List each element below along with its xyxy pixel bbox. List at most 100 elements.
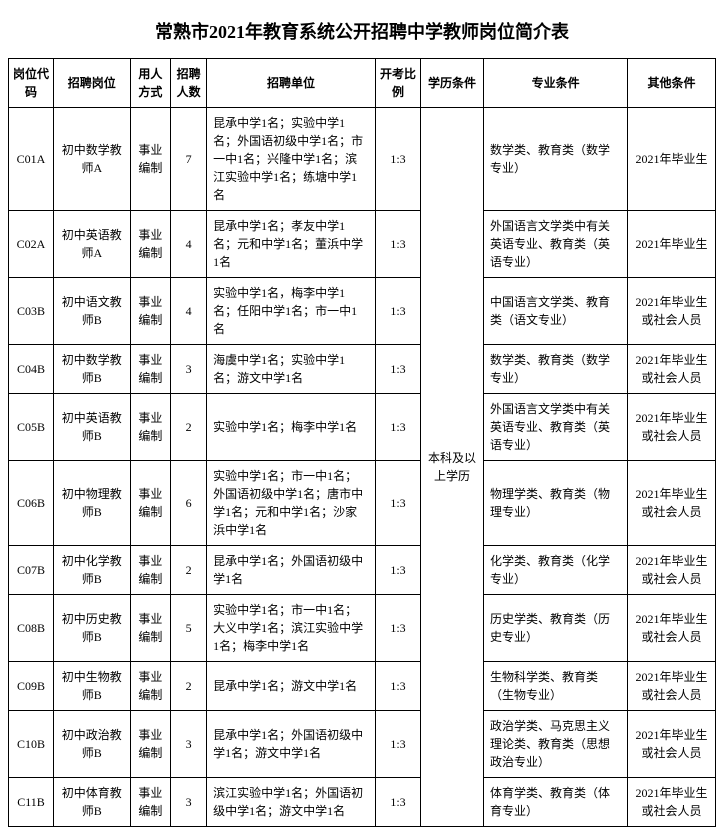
cell-code: C03B xyxy=(9,278,54,345)
table-row: C02A初中英语教师A事业编制4昆承中学1名；孝友中学1名；元和中学1名；董浜中… xyxy=(9,211,716,278)
cell-count: 2 xyxy=(171,546,207,595)
cell-position: 初中化学教师B xyxy=(54,546,131,595)
cell-major: 政治学类、马克思主义理论类、教育类（思想政治专业） xyxy=(484,711,628,778)
cell-unit: 昆承中学1名；外国语初级中学1名；游文中学1名 xyxy=(207,711,376,778)
table-row: C04B初中数学教师B事业编制3海虞中学1名；实验中学1名；游文中学1名1:3数… xyxy=(9,345,716,394)
cell-unit: 实验中学1名；市一中1名；大义中学1名；滨江实验中学1名；梅李中学1名 xyxy=(207,595,376,662)
cell-count: 6 xyxy=(171,461,207,546)
cell-code: C10B xyxy=(9,711,54,778)
cell-other: 2021年毕业生或社会人员 xyxy=(628,546,716,595)
cell-other: 2021年毕业生或社会人员 xyxy=(628,595,716,662)
cell-unit: 昆承中学1名；实验中学1名；外国语初级中学1名；市一中1名；兴隆中学1名；滨江实… xyxy=(207,108,376,211)
cell-major: 中国语言文学类、教育类（语文专业） xyxy=(484,278,628,345)
cell-unit: 昆承中学1名；孝友中学1名；元和中学1名；董浜中学1名 xyxy=(207,211,376,278)
cell-major: 化学类、教育类（化学专业） xyxy=(484,546,628,595)
cell-major: 生物科学类、教育类（生物专业） xyxy=(484,662,628,711)
cell-unit: 实验中学1名；市一中1名；外国语初级中学1名；唐市中学1名；元和中学1名；沙家浜… xyxy=(207,461,376,546)
table-row: C01A初中数学教师A事业编制7昆承中学1名；实验中学1名；外国语初级中学1名；… xyxy=(9,108,716,211)
cell-major: 外国语言文学类中有关英语专业、教育类（英语专业） xyxy=(484,211,628,278)
cell-code: C05B xyxy=(9,394,54,461)
cell-position: 初中语文教师B xyxy=(54,278,131,345)
cell-unit: 实验中学1名，梅李中学1名；任阳中学1名；市一中1名 xyxy=(207,278,376,345)
header-ratio: 开考比例 xyxy=(375,59,420,108)
cell-method: 事业编制 xyxy=(130,662,171,711)
table-body: C01A初中数学教师A事业编制7昆承中学1名；实验中学1名；外国语初级中学1名；… xyxy=(9,108,716,827)
cell-position: 初中物理教师B xyxy=(54,461,131,546)
cell-method: 事业编制 xyxy=(130,546,171,595)
cell-position: 初中数学教师B xyxy=(54,345,131,394)
header-other: 其他条件 xyxy=(628,59,716,108)
table-row: C03B初中语文教师B事业编制4实验中学1名，梅李中学1名；任阳中学1名；市一中… xyxy=(9,278,716,345)
cell-count: 3 xyxy=(171,778,207,827)
cell-position: 初中生物教师B xyxy=(54,662,131,711)
cell-other: 2021年毕业生或社会人员 xyxy=(628,778,716,827)
cell-count: 5 xyxy=(171,595,207,662)
cell-major: 物理学类、教育类（物理专业） xyxy=(484,461,628,546)
cell-code: C06B xyxy=(9,461,54,546)
cell-count: 4 xyxy=(171,278,207,345)
cell-count: 2 xyxy=(171,662,207,711)
table-row: C07B初中化学教师B事业编制2昆承中学1名；外国语初级中学1名1:3化学类、教… xyxy=(9,546,716,595)
cell-other: 2021年毕业生 xyxy=(628,211,716,278)
cell-method: 事业编制 xyxy=(130,461,171,546)
cell-ratio: 1:3 xyxy=(375,711,420,778)
cell-ratio: 1:3 xyxy=(375,546,420,595)
cell-ratio: 1:3 xyxy=(375,394,420,461)
cell-method: 事业编制 xyxy=(130,778,171,827)
cell-ratio: 1:3 xyxy=(375,211,420,278)
cell-unit: 海虞中学1名；实验中学1名；游文中学1名 xyxy=(207,345,376,394)
cell-code: C01A xyxy=(9,108,54,211)
cell-unit: 实验中学1名；梅李中学1名 xyxy=(207,394,376,461)
recruitment-table: 岗位代码 招聘岗位 用人方式 招聘人数 招聘单位 开考比例 学历条件 专业条件 … xyxy=(8,58,716,827)
cell-major: 外国语言文学类中有关英语专业、教育类（英语专业） xyxy=(484,394,628,461)
cell-ratio: 1:3 xyxy=(375,345,420,394)
cell-position: 初中体育教师B xyxy=(54,778,131,827)
cell-count: 3 xyxy=(171,711,207,778)
header-unit: 招聘单位 xyxy=(207,59,376,108)
table-row: C10B初中政治教师B事业编制3昆承中学1名；外国语初级中学1名；游文中学1名1… xyxy=(9,711,716,778)
cell-other: 2021年毕业生或社会人员 xyxy=(628,394,716,461)
cell-ratio: 1:3 xyxy=(375,662,420,711)
page-title: 常熟市2021年教育系统公开招聘中学教师岗位简介表 xyxy=(8,8,716,58)
cell-method: 事业编制 xyxy=(130,711,171,778)
cell-code: C07B xyxy=(9,546,54,595)
header-method: 用人方式 xyxy=(130,59,171,108)
cell-other: 2021年毕业生 xyxy=(628,108,716,211)
cell-count: 3 xyxy=(171,345,207,394)
cell-other: 2021年毕业生或社会人员 xyxy=(628,711,716,778)
cell-ratio: 1:3 xyxy=(375,461,420,546)
cell-method: 事业编制 xyxy=(130,108,171,211)
cell-other: 2021年毕业生或社会人员 xyxy=(628,461,716,546)
header-count: 招聘人数 xyxy=(171,59,207,108)
cell-method: 事业编制 xyxy=(130,345,171,394)
cell-code: C02A xyxy=(9,211,54,278)
cell-method: 事业编制 xyxy=(130,278,171,345)
cell-count: 7 xyxy=(171,108,207,211)
cell-edu-merged: 本科及以上学历 xyxy=(421,108,484,827)
header-major: 专业条件 xyxy=(484,59,628,108)
header-position: 招聘岗位 xyxy=(54,59,131,108)
cell-count: 2 xyxy=(171,394,207,461)
cell-method: 事业编制 xyxy=(130,211,171,278)
cell-position: 初中英语教师B xyxy=(54,394,131,461)
cell-major: 数学类、教育类（数学专业） xyxy=(484,345,628,394)
cell-ratio: 1:3 xyxy=(375,278,420,345)
cell-count: 4 xyxy=(171,211,207,278)
header-code: 岗位代码 xyxy=(9,59,54,108)
cell-ratio: 1:3 xyxy=(375,595,420,662)
cell-unit: 昆承中学1名；游文中学1名 xyxy=(207,662,376,711)
cell-ratio: 1:3 xyxy=(375,108,420,211)
cell-position: 初中历史教师B xyxy=(54,595,131,662)
cell-other: 2021年毕业生或社会人员 xyxy=(628,345,716,394)
cell-major: 数学类、教育类（数学专业） xyxy=(484,108,628,211)
table-row: C11B初中体育教师B事业编制3滨江实验中学1名；外国语初级中学1名；游文中学1… xyxy=(9,778,716,827)
cell-code: C08B xyxy=(9,595,54,662)
cell-code: C09B xyxy=(9,662,54,711)
cell-major: 体育学类、教育类（体育专业） xyxy=(484,778,628,827)
table-header-row: 岗位代码 招聘岗位 用人方式 招聘人数 招聘单位 开考比例 学历条件 专业条件 … xyxy=(9,59,716,108)
cell-method: 事业编制 xyxy=(130,595,171,662)
cell-position: 初中英语教师A xyxy=(54,211,131,278)
cell-other: 2021年毕业生或社会人员 xyxy=(628,662,716,711)
table-row: C09B初中生物教师B事业编制2昆承中学1名；游文中学1名1:3 生物科学类、教育… xyxy=(9,662,716,711)
header-edu: 学历条件 xyxy=(421,59,484,108)
